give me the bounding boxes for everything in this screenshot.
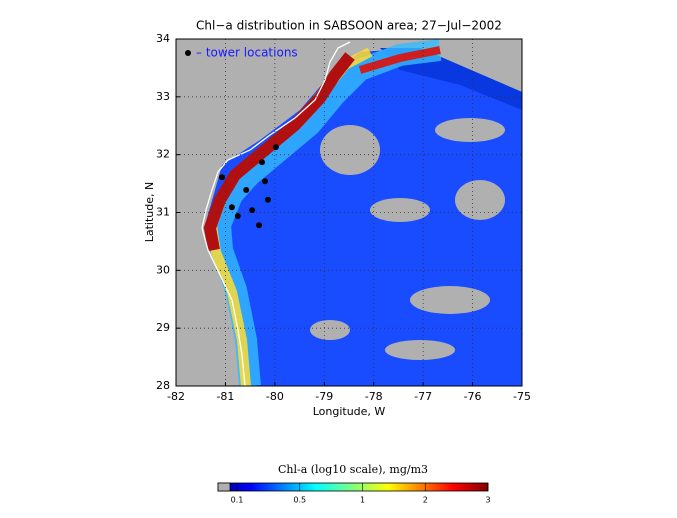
map-title: Chl−a distribution in SABSOON area; 27−J…	[196, 19, 502, 33]
x-tick-label: -81	[216, 390, 234, 403]
cloud	[385, 340, 455, 360]
tower-location	[228, 204, 235, 211]
tower-location	[256, 222, 263, 229]
cloud	[370, 198, 430, 222]
y-tick-label: 28	[156, 379, 170, 392]
x-tick-label: -76	[464, 390, 482, 403]
x-tick-label: -75	[513, 390, 531, 403]
cloud	[410, 286, 490, 314]
x-tick-label: -82	[167, 390, 185, 403]
y-tick-label: 29	[156, 321, 170, 334]
colorbar	[217, 482, 489, 492]
x-tick-label: -78	[365, 390, 383, 403]
legend-marker	[185, 50, 191, 56]
tower-location	[261, 178, 268, 185]
cloud	[310, 320, 350, 340]
x-axis-label: Longitude, W	[313, 405, 386, 418]
x-tick-label: -80	[266, 390, 284, 403]
y-tick-label: 32	[156, 148, 170, 161]
x-tick-label: -79	[315, 390, 333, 403]
coastline	[201, 41, 351, 386]
colorbar-tick-label: 2	[423, 496, 428, 505]
tower-location	[249, 207, 256, 214]
y-tick-label: 34	[156, 32, 170, 45]
colorbar-tick-label: 0.5	[293, 496, 306, 505]
colorbar-nodata	[217, 482, 231, 492]
colorbar-tick-label: 1	[360, 496, 365, 505]
cloud	[320, 125, 380, 175]
tower-location	[234, 212, 241, 219]
tower-location	[272, 144, 279, 151]
y-tick-label: 33	[156, 90, 170, 103]
tower-location	[243, 186, 250, 193]
legend-text: – tower locations	[196, 46, 298, 60]
tower-location	[259, 159, 266, 166]
tower-location	[218, 174, 225, 181]
colorbar-label: Chl-a (log10 scale), mg/m3	[278, 463, 428, 476]
cloud	[455, 180, 505, 220]
plot-frame	[175, 38, 523, 387]
high-chl-band-north	[358, 46, 441, 74]
high-chl-band	[203, 52, 355, 252]
y-tick-label: 30	[156, 263, 170, 276]
colorbar-tick-label: 0.1	[231, 496, 244, 505]
cloud	[435, 118, 505, 142]
x-tick-label: -77	[414, 390, 432, 403]
tower-location	[264, 196, 271, 203]
y-tick-label: 31	[156, 206, 170, 219]
colorbar-tick-label: 3	[485, 496, 490, 505]
y-axis-label: Latitude, N	[143, 182, 156, 243]
